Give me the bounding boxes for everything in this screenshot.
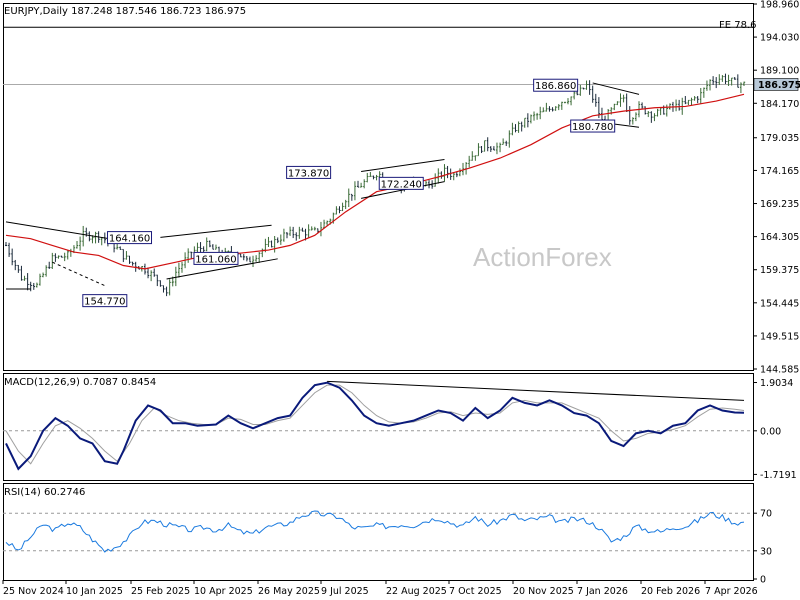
price-callout-box bbox=[107, 231, 153, 245]
x-tick-label: 10 Jan 2025 bbox=[66, 586, 123, 597]
price-tick-label: 144.585 bbox=[760, 365, 799, 376]
macd-tick-label: 1.9034 bbox=[760, 378, 793, 389]
x-tick-label: 9 Jul 2025 bbox=[321, 586, 369, 597]
panel-border-0 bbox=[3, 3, 754, 371]
last-price-label: 186.975 bbox=[758, 80, 800, 91]
rsi-tick-label: 30 bbox=[760, 546, 772, 557]
panel-border-2 bbox=[3, 483, 754, 581]
price-tick-label: 149.515 bbox=[760, 331, 799, 342]
panel-border-1 bbox=[3, 373, 754, 481]
x-tick-label: 7 Oct 2025 bbox=[449, 586, 502, 597]
fe-level-label: FE 78.6 bbox=[719, 20, 757, 31]
price-tick-label: 198.960 bbox=[760, 0, 799, 11]
macd-panel: 1.9034 0.00 -1.7191 bbox=[3, 378, 797, 481]
price-tick-label: 184.170 bbox=[760, 99, 799, 110]
x-tick-label: 20 Feb 2026 bbox=[641, 586, 700, 597]
price-tick-label: 189.100 bbox=[760, 66, 799, 77]
macd-signal-line bbox=[5, 384, 745, 465]
x-tick-label: 26 May 2025 bbox=[258, 586, 320, 597]
price-callout-box bbox=[378, 176, 424, 190]
x-tick-label: 20 Nov 2025 bbox=[513, 586, 574, 597]
moving-average-line bbox=[5, 93, 745, 270]
watermark: ActionForex bbox=[473, 242, 612, 272]
x-tick-label: 25 Feb 2025 bbox=[131, 586, 190, 597]
price-callout-label: 172.240 bbox=[381, 179, 422, 190]
x-tick-label: 7 Apr 2026 bbox=[705, 586, 758, 597]
last-price-box bbox=[753, 78, 799, 91]
price-tick-label: 174.165 bbox=[760, 166, 799, 177]
macd-tick-label: 0.00 bbox=[760, 426, 781, 437]
price-panel: 198.960 194.030 189.100 184.170 179.035 174.1… bbox=[3, 0, 800, 376]
rsi-panel: 70 30 0 bbox=[3, 509, 772, 586]
rsi-tick-label: 0 bbox=[760, 575, 766, 586]
price-callout-box bbox=[82, 294, 128, 308]
rsi-tick-label: 70 bbox=[760, 509, 772, 520]
price-callout-box bbox=[570, 119, 616, 133]
price-tick-label: 164.305 bbox=[760, 232, 799, 243]
trendline bbox=[592, 82, 640, 95]
price-tick-label: 154.445 bbox=[760, 298, 799, 309]
price-callout-box bbox=[193, 251, 239, 265]
x-axis: 25 Nov 2024 10 Jan 2025 25 Feb 2025 10 Apr … bbox=[2, 580, 758, 597]
price-tick-label: 194.030 bbox=[760, 33, 799, 44]
macd-title: MACD(12,26,9) 0.7087 0.8454 bbox=[4, 377, 156, 388]
trendline bbox=[52, 261, 106, 287]
x-tick-label: 7 Jan 2026 bbox=[577, 586, 628, 597]
price-callout-label: 161.060 bbox=[195, 254, 236, 265]
trendline bbox=[361, 158, 445, 173]
x-tick-label: 10 Apr 2025 bbox=[194, 586, 253, 597]
price-callout-label: 186.860 bbox=[535, 81, 576, 92]
price-callout-box bbox=[533, 78, 579, 92]
price-callout-label: 154.770 bbox=[84, 297, 125, 308]
x-tick-label: 25 Nov 2024 bbox=[3, 586, 64, 597]
price-tick-label: 159.375 bbox=[760, 265, 799, 276]
trendline bbox=[160, 224, 272, 238]
macd-trendline bbox=[327, 380, 745, 401]
trendline bbox=[166, 258, 278, 280]
price-callout-box bbox=[286, 165, 332, 179]
price-tick-label: 169.235 bbox=[760, 199, 799, 210]
rsi-title: RSI(14) 60.2746 bbox=[4, 487, 85, 498]
macd-line bbox=[5, 381, 745, 471]
macd-tick-label: -1.7191 bbox=[760, 470, 797, 481]
trendline bbox=[361, 181, 445, 199]
x-tick-label: 22 Aug 2025 bbox=[386, 586, 447, 597]
price-callout-label: 180.780 bbox=[572, 122, 613, 133]
price-title: EURJPY,Daily 187.248 187.546 186.723 186… bbox=[4, 6, 246, 17]
price-callout-label: 164.160 bbox=[109, 234, 150, 245]
price-tick-label: 179.035 bbox=[760, 133, 799, 144]
rsi-line bbox=[5, 510, 745, 553]
price-callout-label: 173.870 bbox=[288, 168, 329, 179]
panel-frames bbox=[3, 3, 754, 581]
